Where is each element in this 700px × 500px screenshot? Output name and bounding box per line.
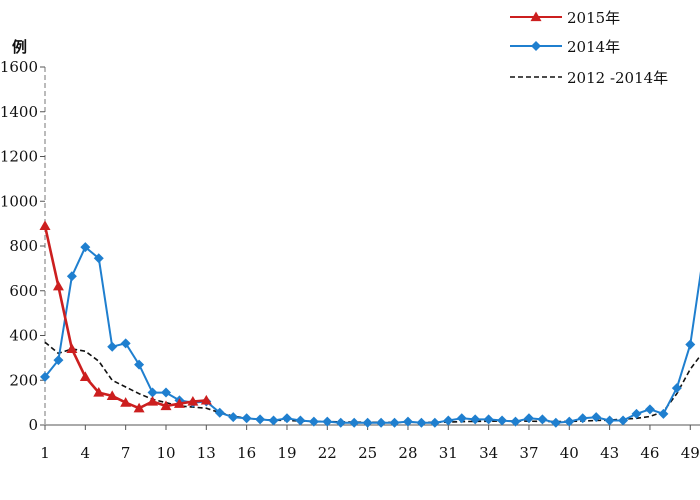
series-point-1	[308, 416, 319, 427]
series-point-1	[134, 359, 145, 370]
series-point-1	[214, 407, 225, 418]
series-point-0	[160, 400, 172, 411]
series-point-1	[550, 417, 561, 428]
x-tick-label: 31	[439, 444, 458, 462]
x-tick-label: 43	[600, 444, 619, 462]
series-point-1	[107, 341, 118, 352]
series-point-1	[429, 417, 440, 428]
series-point-1	[510, 416, 521, 427]
series-point-1	[120, 338, 131, 349]
series-point-1	[255, 414, 266, 425]
series-point-1	[376, 417, 387, 428]
series-point-1	[523, 413, 534, 424]
series-point-0	[52, 280, 64, 291]
series-point-1	[268, 415, 279, 426]
x-tick-label: 19	[277, 444, 296, 462]
series-point-1	[389, 417, 400, 428]
series-point-1	[362, 417, 373, 428]
series-point-1	[53, 355, 64, 366]
series-point-0	[66, 343, 78, 354]
y-tick-label: 0	[28, 416, 38, 434]
y-tick-label: 1600	[0, 58, 38, 76]
series-point-1	[604, 415, 615, 426]
series-point-1	[497, 415, 508, 426]
y-tick-label: 400	[9, 327, 38, 345]
y-tick-label: 600	[9, 282, 38, 300]
x-tick-label: 4	[81, 444, 91, 462]
series-point-0	[79, 371, 91, 382]
series-point-1	[537, 414, 548, 425]
legend-marker-0	[530, 11, 542, 22]
x-tick-label: 34	[479, 444, 498, 462]
series-point-1	[456, 413, 467, 424]
series-point-1	[631, 408, 642, 419]
x-tick-label: 16	[237, 444, 256, 462]
x-tick-label: 22	[318, 444, 337, 462]
x-tick-label: 25	[358, 444, 377, 462]
series-point-0	[187, 396, 199, 406]
series-point-1	[658, 408, 669, 419]
series-point-1	[349, 417, 360, 428]
series-point-1	[483, 414, 494, 425]
series-point-1	[40, 371, 50, 382]
series-point-0	[106, 390, 118, 401]
series-point-0	[173, 398, 185, 408]
series-point-1	[402, 416, 413, 427]
series-point-1	[335, 417, 346, 428]
x-tick-label: 28	[398, 444, 417, 462]
series-point-1	[228, 412, 239, 423]
series-line-0	[43, 225, 207, 410]
x-tick-label: 13	[197, 444, 216, 462]
x-tick-label: 7	[121, 444, 131, 462]
series-point-1	[80, 242, 91, 253]
x-tick-label: 49	[681, 444, 700, 462]
series-point-1	[147, 387, 158, 398]
legend-label-2: 2012 -2014年	[567, 69, 668, 87]
series-point-1	[470, 414, 481, 425]
series-line-1	[44, 246, 700, 424]
series-point-0	[200, 394, 212, 405]
legend-label-0: 2015年	[567, 9, 620, 27]
series-point-1	[564, 416, 575, 427]
x-tick-label: 1	[40, 444, 50, 462]
legend-label-1: 2014年	[567, 38, 620, 56]
x-tick-label: 40	[560, 444, 579, 462]
series-point-1	[66, 271, 77, 282]
y-tick-label: 1400	[0, 103, 38, 121]
series-point-0	[120, 397, 132, 407]
series-point-1	[93, 253, 104, 264]
series-point-1	[671, 383, 682, 394]
legend-marker-1	[531, 41, 541, 51]
series-point-1	[644, 404, 655, 415]
series-point-0	[39, 220, 51, 230]
series-point-0	[133, 402, 145, 413]
series-point-0	[147, 396, 159, 406]
series-point-0	[93, 387, 105, 397]
series-point-1	[160, 387, 171, 398]
y-tick-label: 800	[9, 237, 38, 255]
series-point-1	[322, 416, 333, 427]
x-tick-label: 46	[640, 444, 659, 462]
y-tick-label: 1200	[0, 148, 38, 166]
y-axis-unit-label: 例	[12, 38, 27, 56]
series-point-1	[281, 413, 292, 424]
series-point-1	[577, 413, 588, 424]
x-tick-label: 37	[519, 444, 538, 462]
x-tick-label: 10	[156, 444, 175, 462]
series-point-1	[685, 339, 696, 350]
series-point-1	[591, 412, 602, 423]
series-point-1	[241, 413, 252, 424]
y-tick-label: 200	[9, 371, 38, 389]
series-point-1	[443, 415, 454, 426]
series-point-1	[416, 417, 427, 428]
y-tick-label: 1000	[0, 192, 38, 210]
series-point-1	[618, 415, 629, 426]
series-point-1	[295, 415, 306, 426]
